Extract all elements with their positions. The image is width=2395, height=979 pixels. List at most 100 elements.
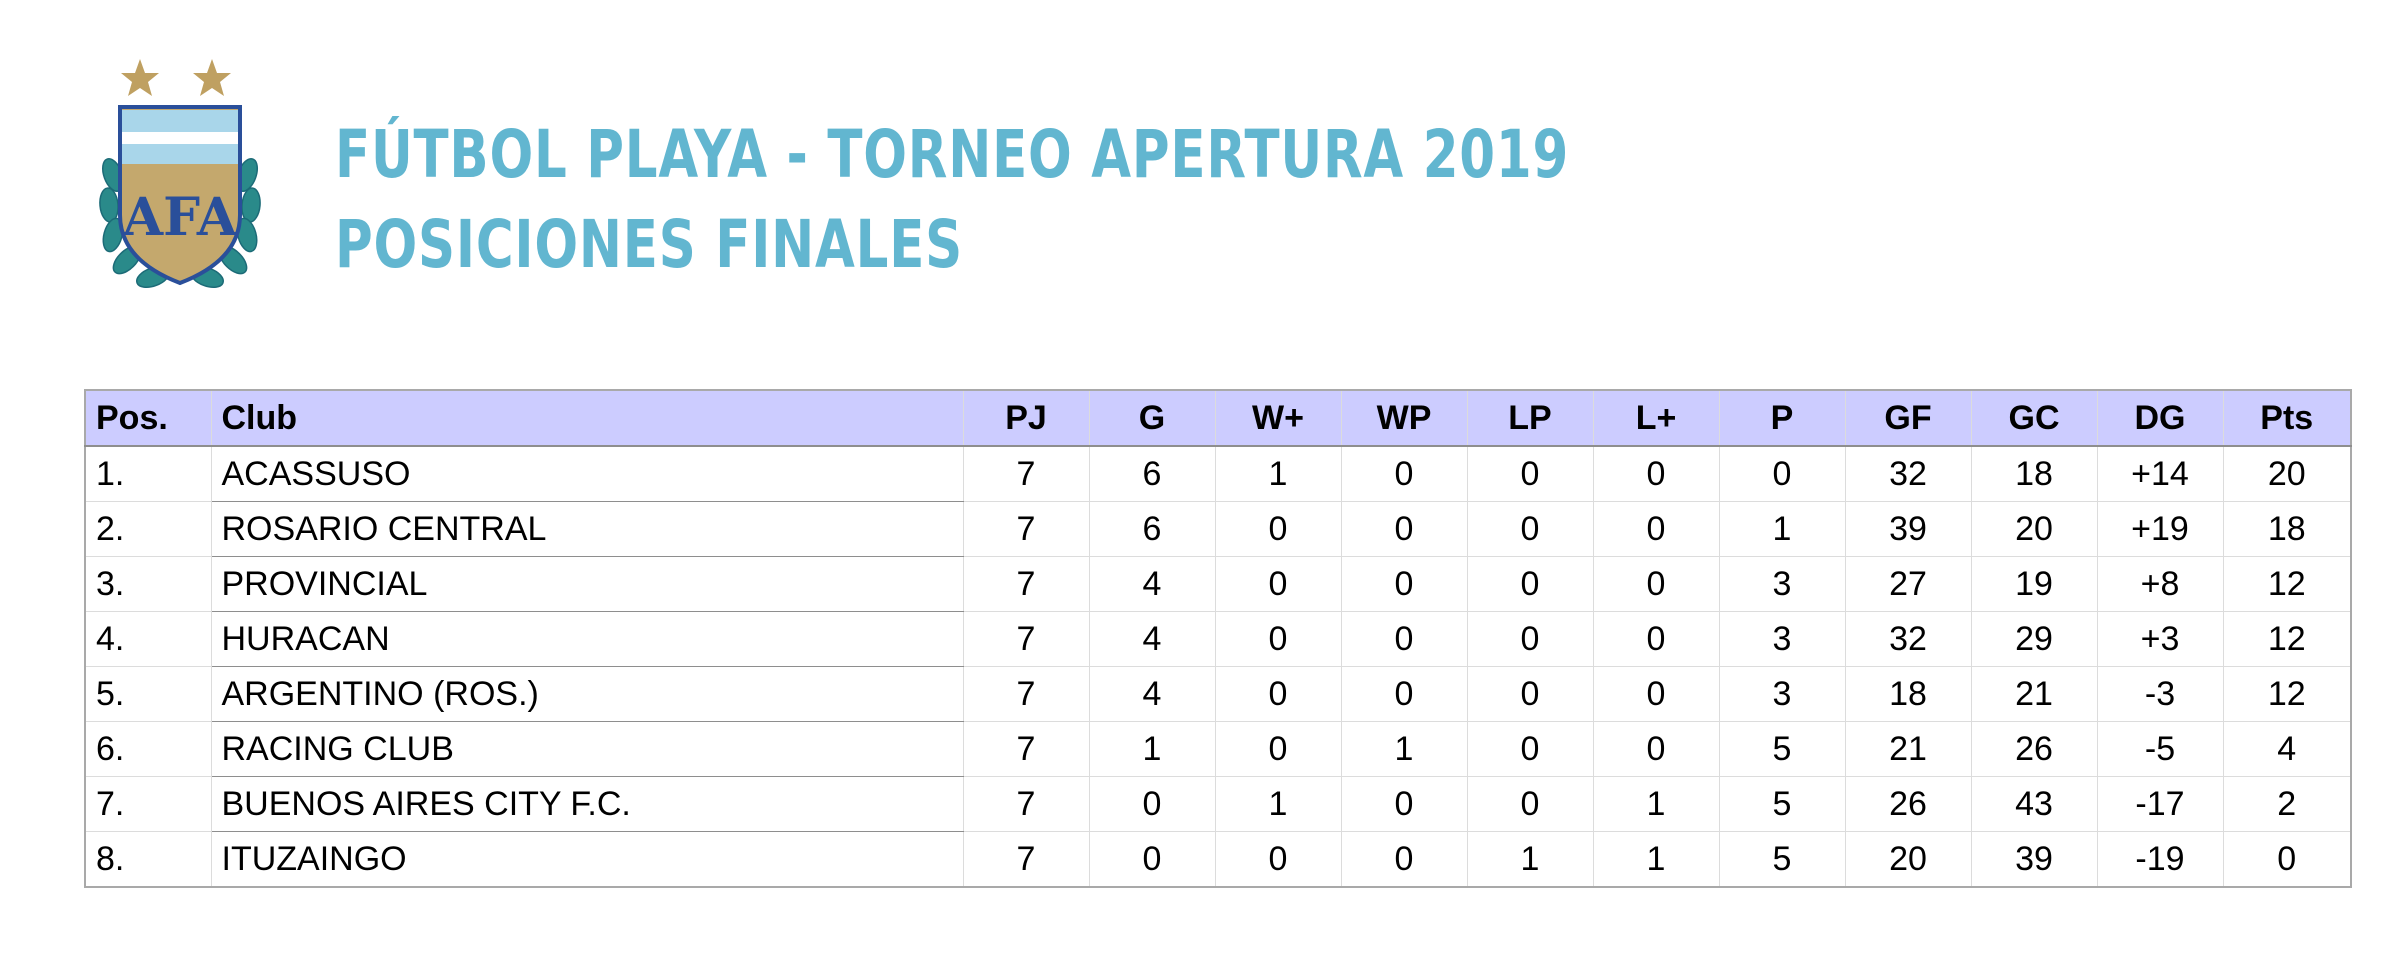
column-header-dg: DG	[2096, 389, 2224, 447]
cell-lp: 0	[1466, 666, 1594, 722]
cell-lp: 0	[1466, 721, 1594, 777]
cell-lp: 0	[1466, 611, 1594, 667]
column-header-club: Club	[210, 389, 964, 447]
cell-pos: 6.	[84, 721, 212, 777]
cell-club: HURACAN	[210, 611, 964, 667]
cell-club: ACASSUSO	[210, 445, 964, 502]
cell-pos: 7.	[84, 776, 212, 832]
cell-pts: 12	[2222, 611, 2352, 667]
cell-g: 0	[1088, 831, 1216, 888]
cell-pts: 0	[2222, 831, 2352, 888]
cell-dg: +19	[2096, 501, 2224, 557]
cell-p: 3	[1718, 666, 1846, 722]
cell-wp: 0	[1340, 556, 1468, 612]
cell-pts: 18	[2222, 501, 2352, 557]
cell-wp: 0	[1340, 776, 1468, 832]
column-header-gf: GF	[1844, 389, 1972, 447]
afa-logo-icon: AFA	[99, 59, 261, 289]
cell-dg: +14	[2096, 445, 2224, 502]
cell-g: 4	[1088, 556, 1216, 612]
cell-w-plus: 0	[1214, 501, 1342, 557]
cell-gc: 43	[1970, 776, 2098, 832]
cell-p: 5	[1718, 721, 1846, 777]
cell-w-plus: 0	[1214, 666, 1342, 722]
cell-pos: 2.	[84, 501, 212, 557]
cell-p: 3	[1718, 611, 1846, 667]
column-header-w-plus: W+	[1214, 389, 1342, 447]
cell-wp: 0	[1340, 611, 1468, 667]
cell-dg: +3	[2096, 611, 2224, 667]
table-row: 5. ARGENTINO (ROS.) 7 4 0 0 0 0 3 18 21 -3 12	[84, 666, 2352, 722]
column-header-p: P	[1718, 389, 1846, 447]
cell-club: ROSARIO CENTRAL	[210, 501, 964, 557]
cell-g: 6	[1088, 501, 1216, 557]
cell-gf: 27	[1844, 556, 1972, 612]
title-block: FÚTBOL PLAYA - TORNEO APERTURA 2019 POSI…	[335, 110, 1917, 290]
cell-pts: 12	[2222, 556, 2352, 612]
cell-wp: 0	[1340, 501, 1468, 557]
cell-gf: 20	[1844, 831, 1972, 888]
column-header-l-plus: L+	[1592, 389, 1720, 447]
cell-pj: 7	[962, 611, 1090, 667]
table-row: 6. RACING CLUB 7 1 0 1 0 0 5 21 26 -5 4	[84, 721, 2352, 777]
cell-g: 4	[1088, 611, 1216, 667]
cell-w-plus: 0	[1214, 556, 1342, 612]
cell-pts: 4	[2222, 721, 2352, 777]
cell-w-plus: 1	[1214, 776, 1342, 832]
table-row: 4. HURACAN 7 4 0 0 0 0 3 32 29 +3 12	[84, 611, 2352, 667]
cell-p: 3	[1718, 556, 1846, 612]
table-row: 8. ITUZAINGO 7 0 0 0 1 1 5 20 39 -19 0	[84, 831, 2352, 888]
column-header-wp: WP	[1340, 389, 1468, 447]
cell-gc: 21	[1970, 666, 2098, 722]
cell-club: RACING CLUB	[210, 721, 964, 777]
cell-l-plus: 0	[1592, 666, 1720, 722]
column-header-lp: LP	[1466, 389, 1594, 447]
column-header-gc: GC	[1970, 389, 2098, 447]
table-row: 2. ROSARIO CENTRAL 7 6 0 0 0 0 1 39 20 +19 18	[84, 501, 2352, 557]
cell-pj: 7	[962, 831, 1090, 888]
cell-pj: 7	[962, 721, 1090, 777]
cell-gf: 39	[1844, 501, 1972, 557]
cell-lp: 0	[1466, 501, 1594, 557]
cell-p: 1	[1718, 501, 1846, 557]
cell-gf: 18	[1844, 666, 1972, 722]
table-row: 1. ACASSUSO 7 6 1 0 0 0 0 32 18 +14 20	[84, 445, 2352, 502]
cell-gc: 20	[1970, 501, 2098, 557]
standings-table: Pos. Club PJ G W+ WP LP L+ P GF GC DG Pt…	[84, 389, 2352, 888]
cell-club: ITUZAINGO	[210, 831, 964, 888]
cell-lp: 0	[1466, 445, 1594, 502]
table-header-row: Pos. Club PJ G W+ WP LP L+ P GF GC DG Pt…	[84, 389, 2352, 447]
cell-g: 1	[1088, 721, 1216, 777]
cell-lp: 0	[1466, 556, 1594, 612]
cell-l-plus: 0	[1592, 445, 1720, 502]
cell-gf: 26	[1844, 776, 1972, 832]
cell-w-plus: 1	[1214, 445, 1342, 502]
cell-lp: 0	[1466, 776, 1594, 832]
cell-gc: 39	[1970, 831, 2098, 888]
cell-wp: 0	[1340, 666, 1468, 722]
column-header-pj: PJ	[962, 389, 1090, 447]
cell-l-plus: 0	[1592, 501, 1720, 557]
cell-dg: -17	[2096, 776, 2224, 832]
cell-pts: 12	[2222, 666, 2352, 722]
cell-pj: 7	[962, 501, 1090, 557]
cell-w-plus: 0	[1214, 831, 1342, 888]
cell-gc: 19	[1970, 556, 2098, 612]
cell-l-plus: 0	[1592, 611, 1720, 667]
cell-gf: 32	[1844, 445, 1972, 502]
cell-w-plus: 0	[1214, 611, 1342, 667]
table-row: 3. PROVINCIAL 7 4 0 0 0 0 3 27 19 +8 12	[84, 556, 2352, 612]
cell-club: BUENOS AIRES CITY F.C.	[210, 776, 964, 832]
cell-gf: 21	[1844, 721, 1972, 777]
cell-pj: 7	[962, 445, 1090, 502]
cell-p: 5	[1718, 831, 1846, 888]
cell-gc: 18	[1970, 445, 2098, 502]
cell-club: PROVINCIAL	[210, 556, 964, 612]
cell-l-plus: 1	[1592, 831, 1720, 888]
cell-p: 0	[1718, 445, 1846, 502]
column-header-pts: Pts	[2222, 389, 2352, 447]
cell-g: 6	[1088, 445, 1216, 502]
cell-pos: 5.	[84, 666, 212, 722]
cell-lp: 1	[1466, 831, 1594, 888]
cell-g: 4	[1088, 666, 1216, 722]
